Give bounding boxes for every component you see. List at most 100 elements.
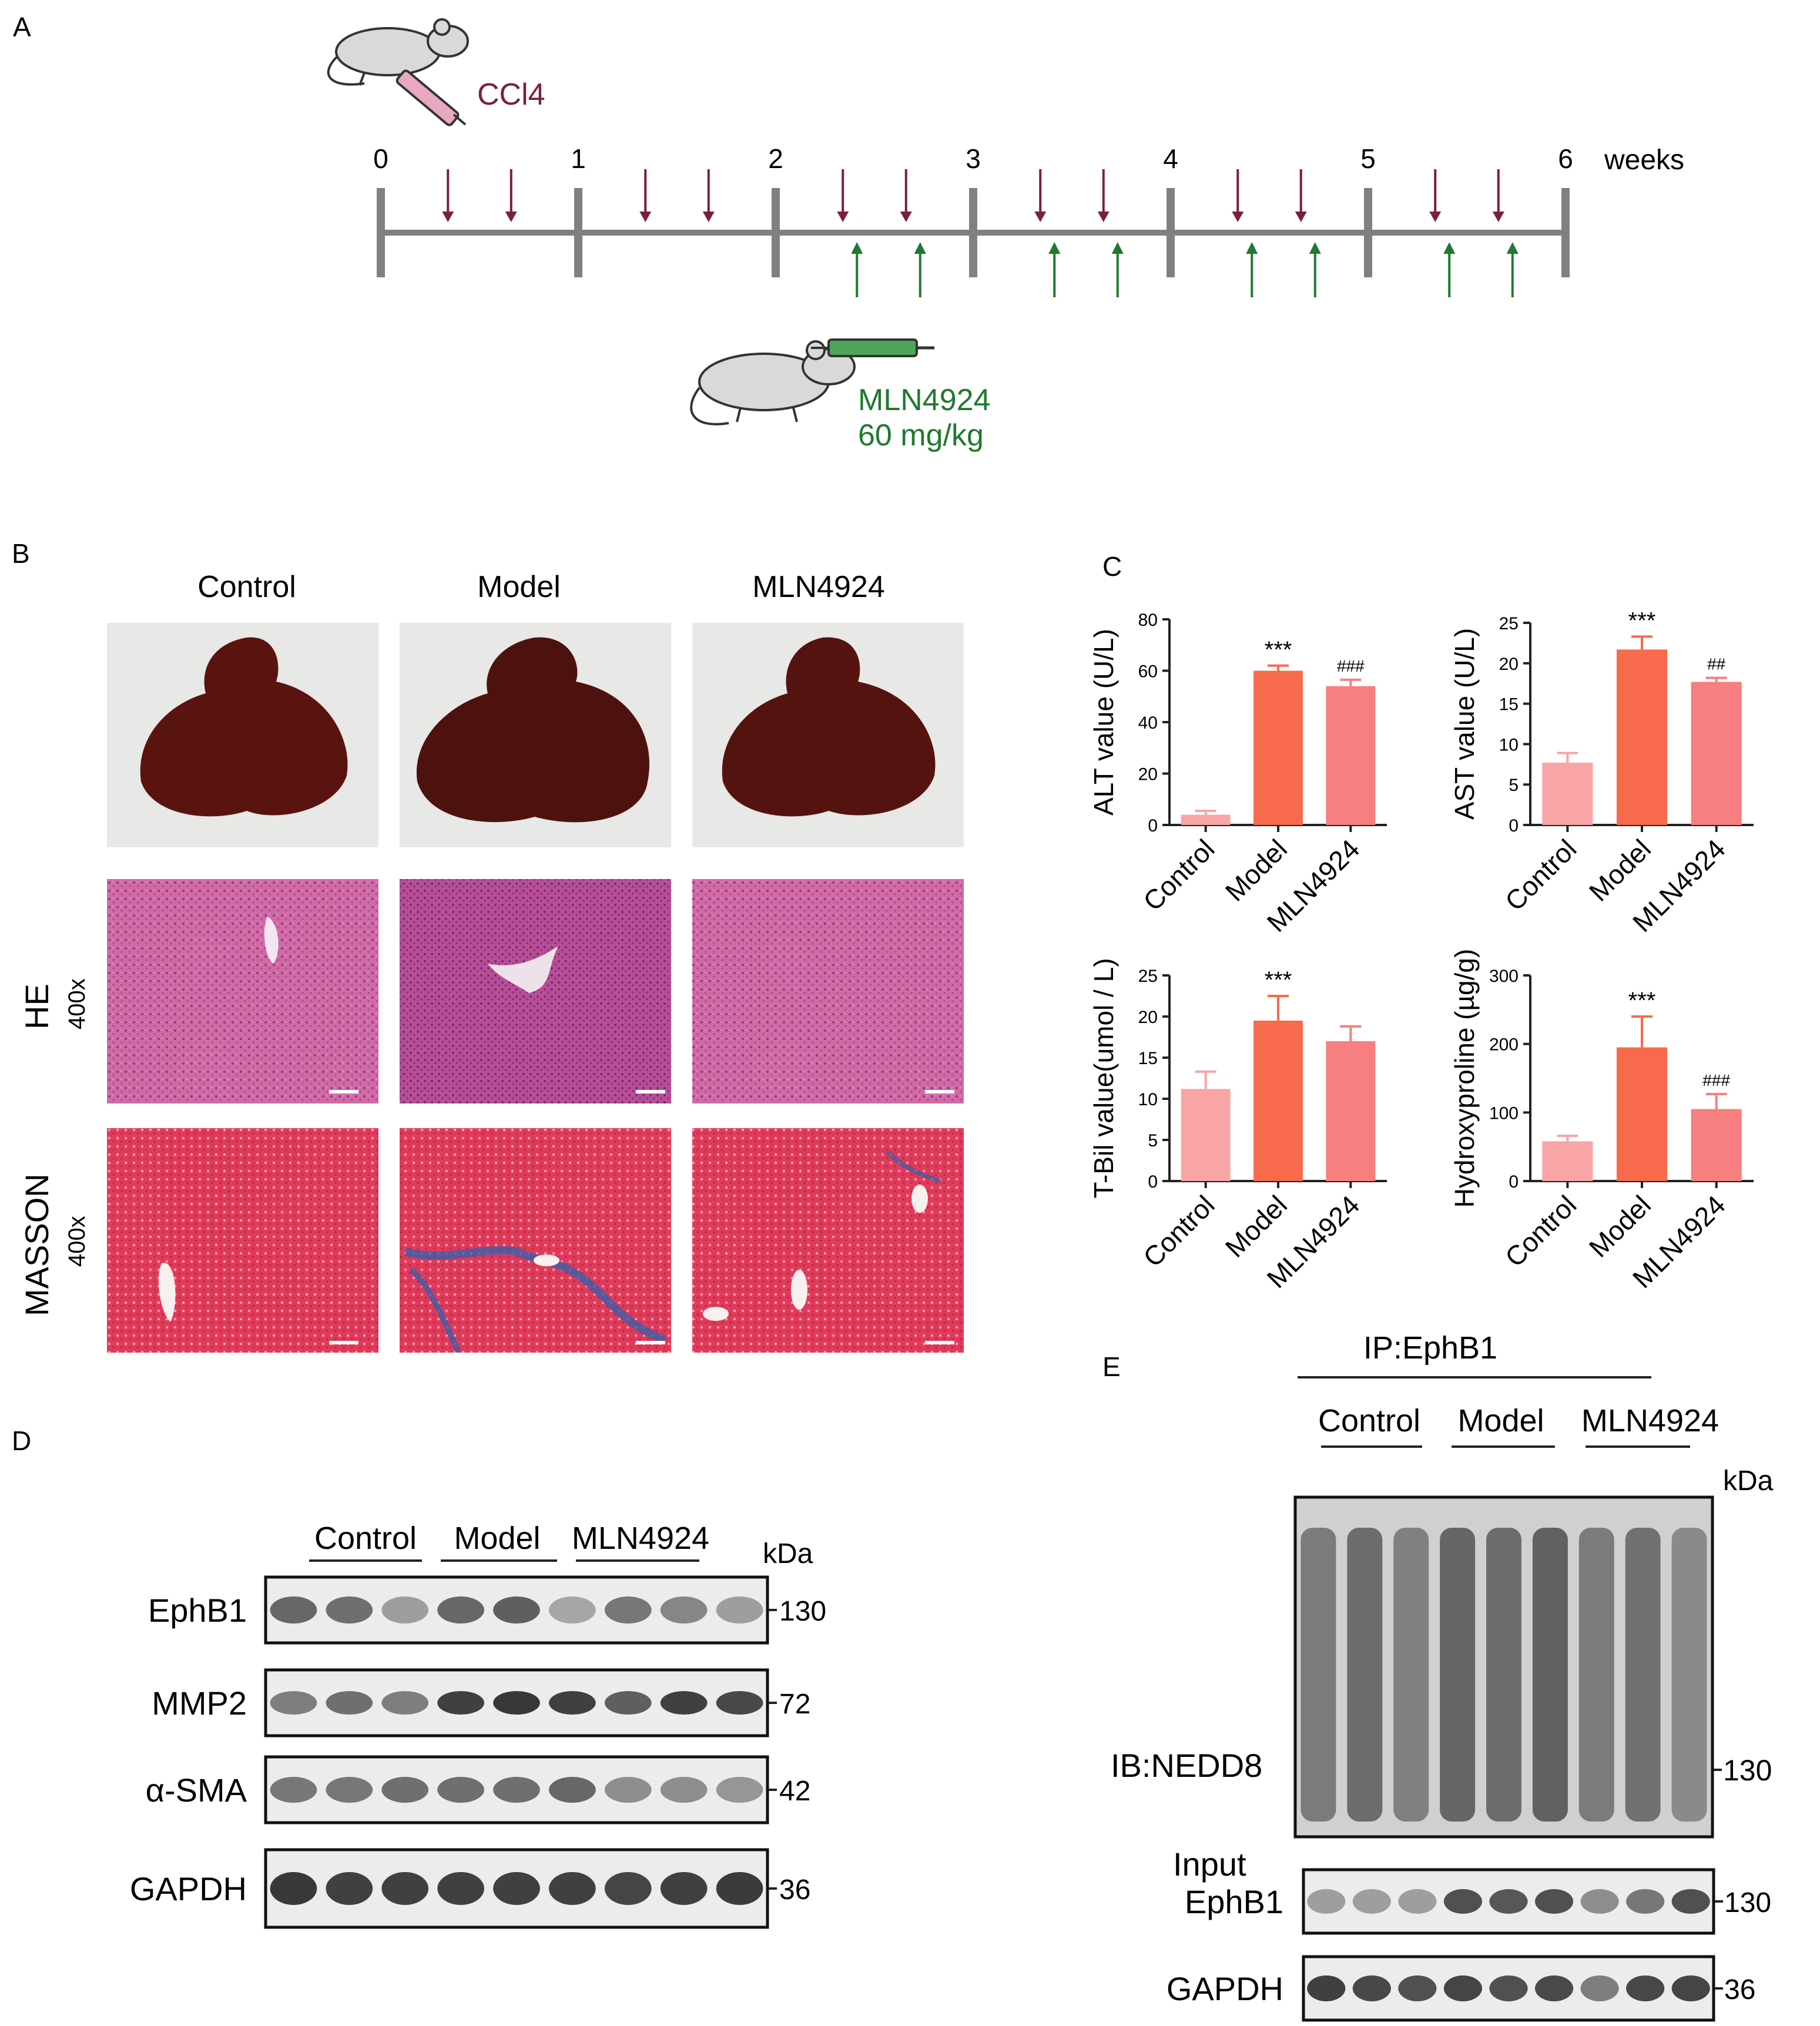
significance-label: ###: [1702, 1071, 1730, 1089]
chart-hydroxyproline: 0 100 200 300 Hydroxyproline (µg/g) Control **…: [1449, 949, 1754, 1294]
blot-band: [493, 1596, 540, 1624]
mln4924-arrow-head: [1443, 242, 1456, 254]
row-label-he: HE: [18, 984, 55, 1029]
blot-band: [437, 1777, 484, 1803]
he-image-model: [400, 879, 671, 1103]
y-tick-label: 80: [1138, 611, 1158, 630]
bar-control: [1181, 814, 1231, 825]
group-label-control: Control: [314, 1521, 417, 1556]
ccl4-arrow-head: [837, 212, 849, 222]
mln4924-arrow-head: [1111, 242, 1124, 254]
row-mag-he: 400x: [64, 978, 90, 1029]
blot-band: [549, 1596, 596, 1624]
he-image-mln4924: [692, 879, 964, 1103]
blot-band: [1398, 1975, 1437, 2001]
ccl4-injection-arrows: [442, 169, 1504, 222]
nedd8-smear-lane: [1625, 1528, 1661, 1822]
blot-band: [1307, 1975, 1346, 2001]
group-label-model: Model: [454, 1521, 540, 1556]
ccl4-arrow-head: [1232, 212, 1244, 222]
significance-label: ***: [1265, 967, 1292, 993]
group-label-mln4924-e: MLN4924: [1581, 1403, 1719, 1438]
blot-band: [493, 1872, 540, 1905]
y-axis-label: AST value (U/L): [1449, 628, 1480, 820]
week-tick-label: 0: [373, 143, 388, 174]
blot-band: [660, 1872, 708, 1905]
mln4924-arrow-head: [1048, 242, 1061, 254]
week-tick-label: 6: [1558, 143, 1573, 174]
x-tick-label: Model: [1583, 833, 1657, 907]
y-tick-label: 0: [1509, 816, 1519, 836]
blot-band: [1534, 1889, 1574, 1914]
ccl4-arrow-head: [702, 212, 715, 222]
ccl4-arrow-head: [505, 212, 517, 222]
kda-value: 36: [1724, 1974, 1755, 2005]
bar-model: [1616, 1047, 1668, 1181]
kda-value: 42: [779, 1776, 810, 1807]
ib-nedd8-blot: [1293, 1495, 1714, 1839]
significance-label: ***: [1628, 608, 1656, 633]
bar-mln4924: [1326, 1041, 1376, 1181]
row-label-masson: MASSON: [18, 1173, 55, 1316]
ccl4-arrow-head: [639, 212, 652, 222]
input-label: Input: [1173, 1846, 1246, 1883]
panel-letter-e: E: [1102, 1351, 1121, 1382]
blot-band: [1489, 1889, 1528, 1914]
y-tick-label: 100: [1489, 1103, 1519, 1123]
ccl4-syringe-icon: [395, 69, 467, 126]
week-tick-label: 1: [571, 143, 586, 174]
masson-image-mln4924: [692, 1128, 964, 1353]
ib-nedd8-label: IB:NEDD8: [1111, 1747, 1262, 1784]
ccl4-arrow-head: [1295, 212, 1307, 222]
blot-row-label: GAPDH: [1167, 1970, 1283, 2007]
liver-photo-control: [107, 623, 378, 847]
bar-control: [1542, 1141, 1593, 1181]
group-label-mln4924: MLN4924: [572, 1521, 709, 1556]
liver-photo-model: [400, 623, 671, 847]
y-tick-label: 0: [1148, 816, 1158, 836]
blot-band: [1534, 1975, 1574, 2001]
blot-band: [493, 1691, 540, 1715]
nedd8-smear-lane: [1440, 1528, 1476, 1822]
ccl4-arrow-head: [442, 212, 454, 222]
mln4924-dose-label: 60 mg/kg: [858, 418, 984, 452]
week-tick-label: 5: [1360, 143, 1376, 174]
kda-value: 72: [779, 1689, 810, 1720]
blot-band: [549, 1691, 596, 1715]
blot-band: [1671, 1889, 1710, 1914]
significance-label: ***: [1265, 637, 1292, 663]
x-tick-label: Control: [1499, 1189, 1583, 1273]
bar-model: [1253, 670, 1303, 825]
x-tick-label: Control: [1137, 1189, 1221, 1273]
ib-nedd8-kda: 130: [1723, 1754, 1772, 1787]
mln4924-arrow-head: [1246, 242, 1258, 254]
chart-ast: 0 5 10 15 20 25 AST value (U/L) Control *** Model…: [1449, 608, 1754, 938]
blot-band: [381, 1691, 429, 1715]
y-tick-label: 20: [1138, 1008, 1158, 1027]
weeks-label: weeks: [1604, 145, 1684, 176]
x-tick-label: Control: [1137, 833, 1221, 917]
masson-image-control: [107, 1128, 378, 1353]
bar-mln4924: [1691, 1109, 1742, 1181]
blot-band: [716, 1691, 763, 1715]
panel-letter-a: A: [13, 12, 31, 42]
blot-band: [716, 1777, 763, 1803]
timeline-ticks: 0 1 2 3 4 5 6: [373, 143, 1573, 277]
y-tick-label: 200: [1489, 1035, 1519, 1055]
blot-row-label: α-SMA: [146, 1772, 247, 1809]
liver-photo-mln4924: [692, 623, 964, 847]
nedd8-smear-lane: [1393, 1528, 1429, 1822]
y-tick-label: 40: [1138, 713, 1158, 733]
mln4924-syringe-icon: [811, 338, 934, 357]
bar-control: [1181, 1089, 1231, 1181]
blot-row-label: MMP2: [152, 1685, 247, 1722]
mln4924-arrow-head: [1309, 242, 1321, 254]
kda-label-e: kDa: [1723, 1465, 1774, 1497]
significance-label: ##: [1707, 655, 1726, 673]
ccl4-arrow-head: [1492, 212, 1504, 222]
group-label-model-e: Model: [1457, 1403, 1544, 1438]
y-axis-label: ALT value (U/L): [1088, 629, 1119, 816]
y-axis-label: T-Bil value(umol / L): [1088, 958, 1119, 1198]
blot-band: [1580, 1975, 1619, 2001]
